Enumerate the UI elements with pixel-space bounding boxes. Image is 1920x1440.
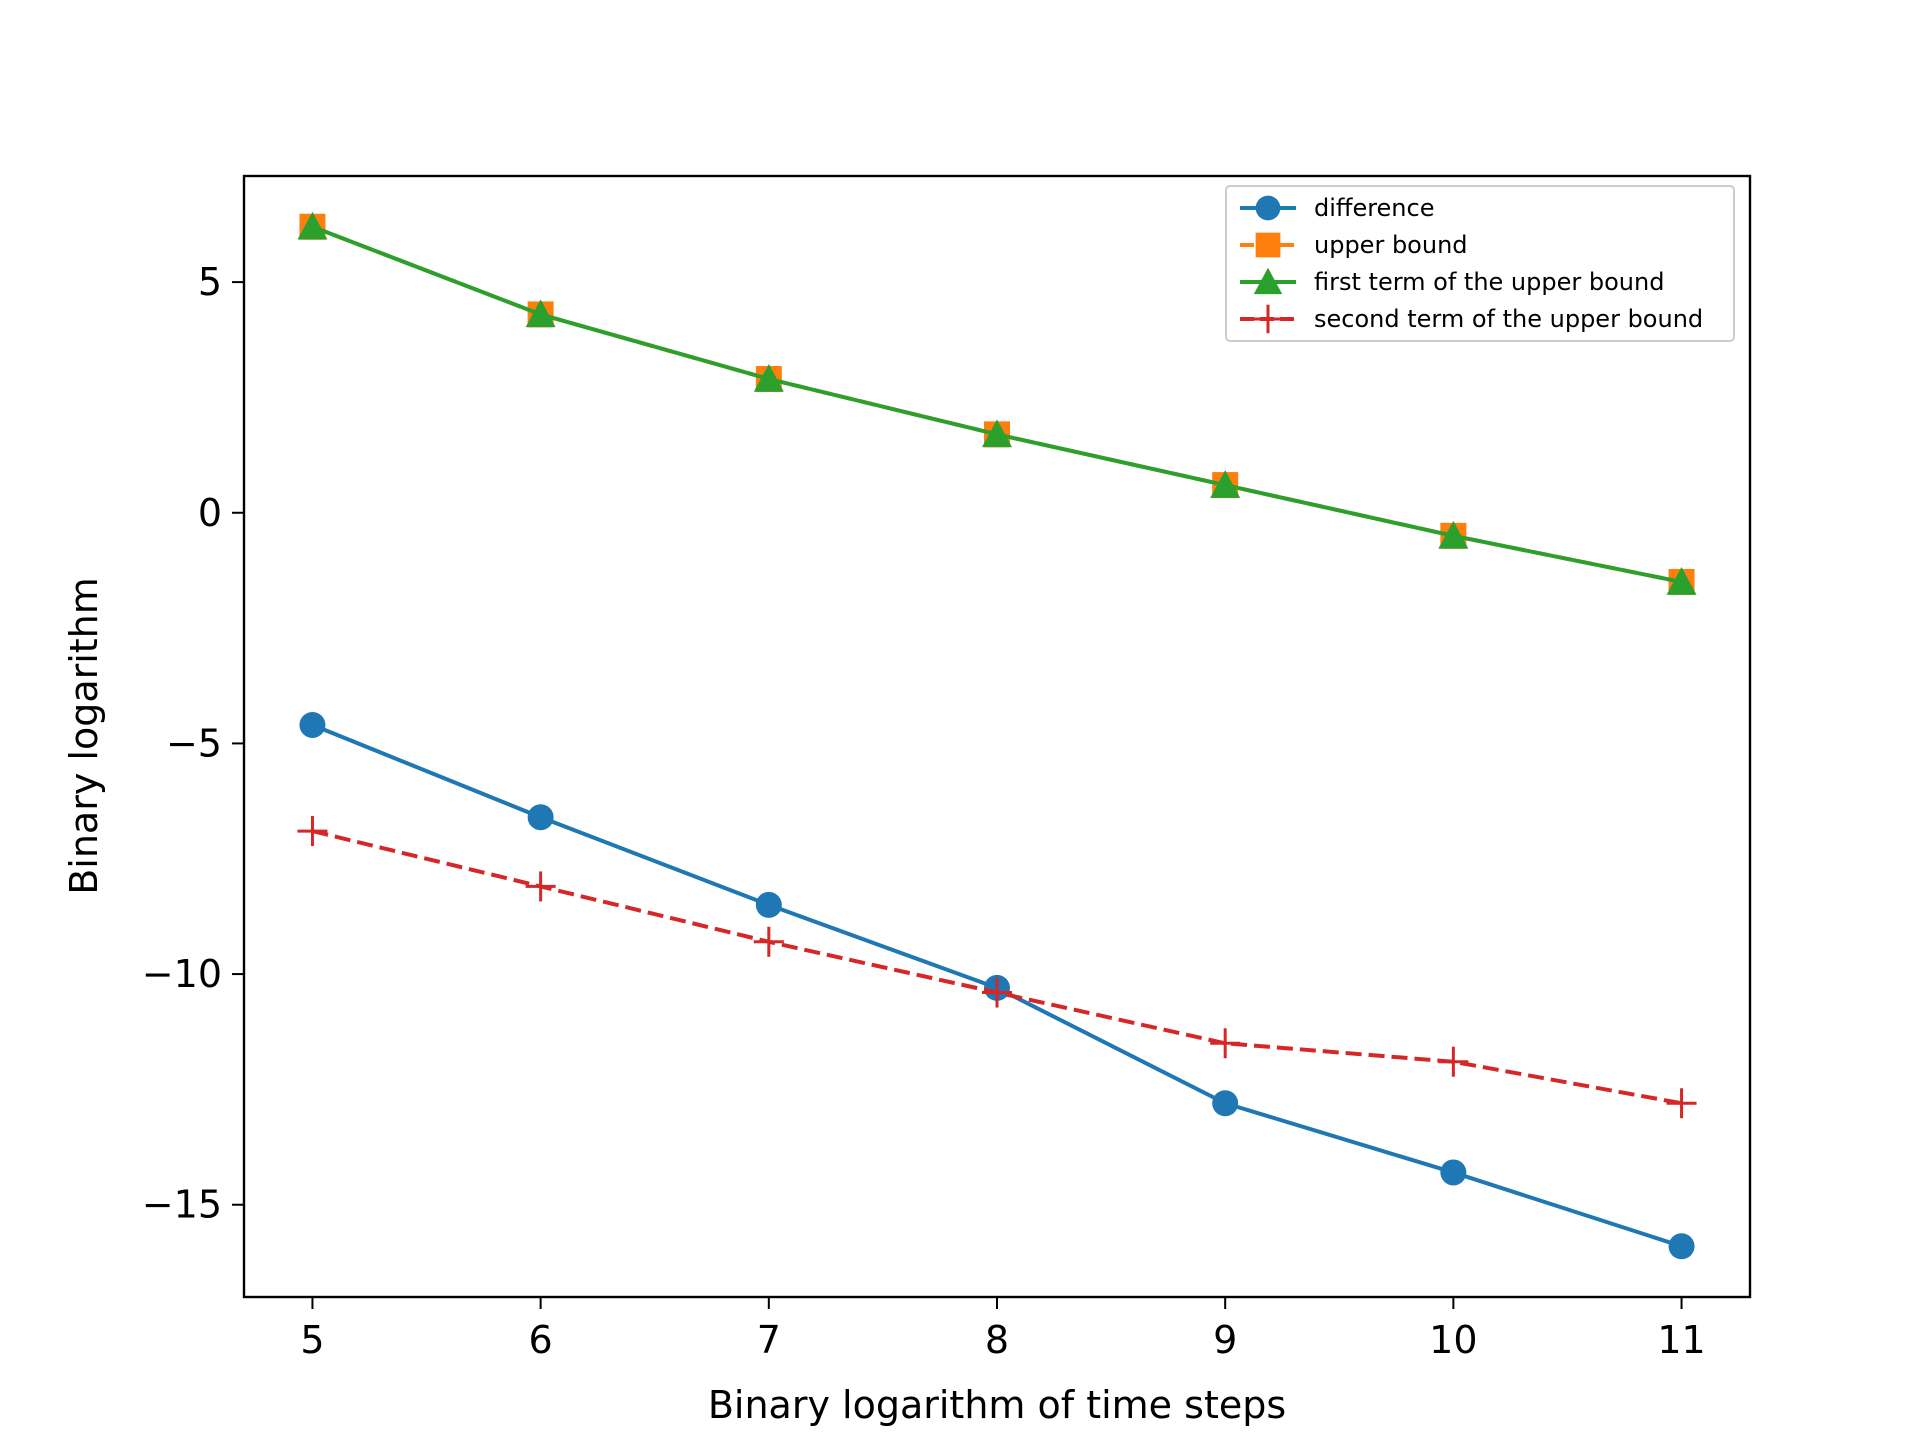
y-tick-label: −15 — [142, 1183, 222, 1227]
data-point — [525, 299, 556, 328]
data-point — [525, 871, 556, 902]
data-point — [299, 711, 326, 738]
data-point — [297, 211, 328, 240]
legend-label: second term of the upper bound — [1314, 305, 1703, 333]
legend-entry: first term of the upper bound — [1240, 267, 1664, 296]
series-layer — [297, 211, 1697, 1260]
data-point — [1440, 1159, 1467, 1186]
axes-frame — [242, 174, 1752, 1299]
y-tick-label: 0 — [198, 491, 222, 535]
x-tick-label: 6 — [529, 1318, 553, 1362]
y-axis-ticks: −15 −10 −5 0 5 — [142, 260, 244, 1227]
legend-entry: second term of the upper bound — [1240, 304, 1703, 334]
data-point — [1210, 1028, 1241, 1059]
data-point — [527, 804, 554, 831]
legend-entry: difference — [1240, 194, 1434, 222]
y-tick-label: −5 — [166, 721, 222, 765]
legend-marker — [1253, 267, 1283, 295]
x-tick-label: 7 — [757, 1318, 781, 1362]
y-tick-label: −10 — [142, 952, 222, 996]
x-axis-ticks: 5 6 7 8 9 10 11 — [300, 1297, 1706, 1362]
legend-entry: upper bound — [1240, 231, 1468, 259]
legend-label: difference — [1314, 194, 1434, 222]
legend-marker — [1253, 304, 1283, 334]
data-point — [1668, 1233, 1695, 1260]
series-2 — [297, 211, 1697, 595]
x-tick-label: 8 — [985, 1318, 1009, 1362]
x-tick-label: 11 — [1657, 1318, 1705, 1362]
legend-label: upper bound — [1314, 231, 1468, 259]
series-line — [311, 829, 1682, 1106]
y-axis-label: Binary logarithm — [62, 577, 106, 895]
x-tick-label: 9 — [1213, 1318, 1237, 1362]
x-tick-label: 10 — [1429, 1318, 1477, 1362]
data-point — [1212, 1090, 1239, 1117]
data-point — [1666, 566, 1697, 595]
legend: difference upper bound first term of the u… — [1225, 185, 1735, 342]
data-point — [982, 419, 1012, 448]
x-axis-label: Binary logarithm of time steps — [708, 1383, 1286, 1427]
data-point — [1438, 1046, 1469, 1077]
data-point — [755, 891, 782, 918]
data-point — [753, 926, 784, 957]
series-3 — [297, 816, 1697, 1119]
data-point — [1438, 520, 1469, 549]
x-tick-label: 5 — [300, 1318, 324, 1362]
legend-label: first term of the upper bound — [1314, 268, 1664, 296]
data-point — [753, 363, 784, 392]
legend-marker — [1255, 195, 1281, 221]
data-point — [982, 977, 1012, 1008]
legend-marker — [1255, 232, 1281, 258]
data-point — [1666, 1088, 1697, 1119]
data-point — [297, 816, 328, 847]
legend-box — [1225, 185, 1735, 342]
data-point — [1210, 470, 1241, 498]
y-tick-label: 5 — [198, 260, 222, 304]
